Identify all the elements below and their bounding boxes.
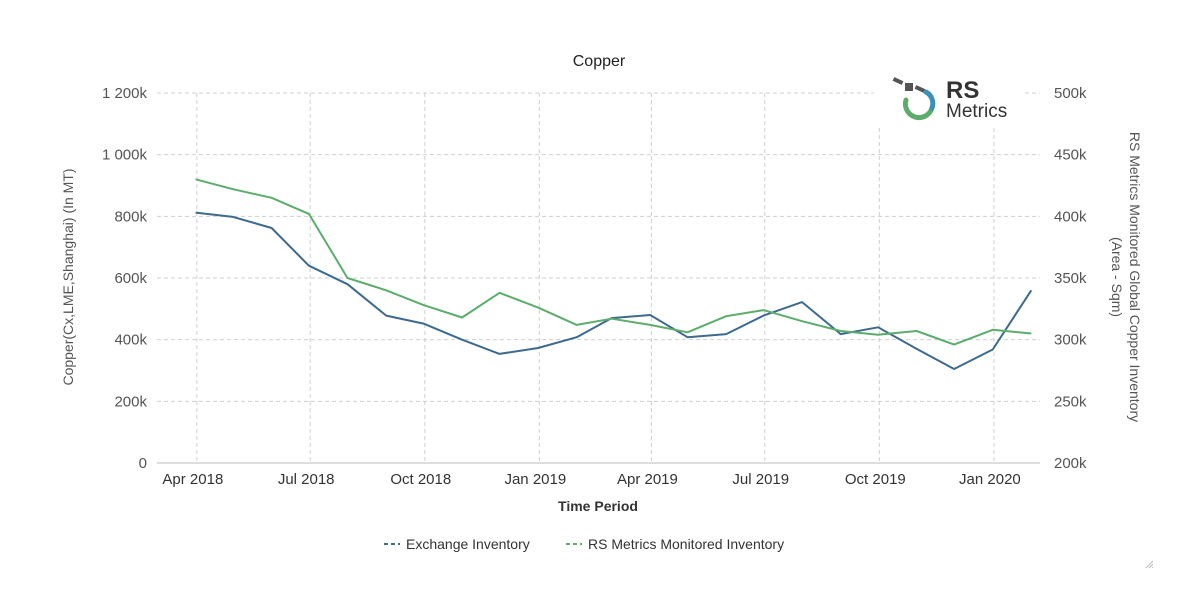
logo-metrics-text: Metrics: [946, 101, 1007, 122]
x-tick-label-7: Jan 2020: [959, 471, 1021, 488]
right-axis-ticks: 200k 250k 300k 350k 400k 450k 500k: [1054, 85, 1087, 472]
x-tick-label-4: Apr 2019: [617, 471, 678, 488]
x-tick-label-6: Oct 2019: [845, 471, 906, 488]
right-tick-label-4: 400k: [1054, 208, 1087, 225]
right-tick-label-0: 200k: [1054, 455, 1087, 472]
left-axis-label: Copper(Cx,LME,Shanghai) (In MT): [60, 168, 76, 385]
left-tick-label-1: 200k: [114, 393, 147, 410]
series-line-0: [195, 211, 1033, 370]
legend-item-exchange-inventory[interactable]: Exchange Inventory: [384, 536, 530, 552]
left-tick-label-2: 400k: [114, 332, 147, 349]
x-tick-label-5: Jul 2019: [732, 471, 789, 488]
satellite-icon: [892, 77, 926, 93]
legend: Exchange Inventory RS Metrics Monitored …: [384, 536, 784, 552]
right-tick-label-3: 350k: [1054, 270, 1087, 287]
right-tick-label-1: 250k: [1054, 393, 1087, 410]
series-lines: [195, 178, 1033, 370]
left-tick-label-3: 600k: [114, 270, 147, 287]
legend-label-exchange: Exchange Inventory: [406, 536, 530, 552]
right-axis-label-line2: (Area - Sqm): [1109, 237, 1125, 317]
left-tick-label-0: 0: [139, 455, 147, 472]
x-axis-ticks: Apr 2018 Jul 2018 Oct 2018 Jan 2019 Apr 2019…: [162, 471, 1020, 488]
left-tick-label-4: 800k: [114, 208, 147, 225]
left-tick-label-5: 1 000k: [102, 147, 148, 164]
resize-grip-icon[interactable]: [1144, 559, 1154, 569]
orbit-ring-icon: [902, 89, 936, 121]
right-tick-label-2: 300k: [1054, 332, 1087, 349]
left-axis-ticks: 0 200k 400k 600k 800k 1 000k 1 200k: [102, 85, 148, 472]
x-tick-label-3: Jan 2019: [504, 471, 566, 488]
x-tick-label-0: Apr 2018: [162, 471, 223, 488]
rs-metrics-logo: RS Metrics: [874, 74, 1024, 128]
right-axis-label-line1: RS Metrics Monitored Global Copper Inven…: [1127, 132, 1143, 422]
grid-lines: [157, 92, 1040, 464]
x-tick-label-2: Oct 2018: [390, 471, 451, 488]
legend-item-rs-metrics-inventory[interactable]: RS Metrics Monitored Inventory: [566, 536, 784, 552]
logo-rs-text: RS: [946, 77, 979, 104]
right-tick-label-5: 450k: [1054, 147, 1087, 164]
series-line-1: [195, 178, 1032, 346]
x-axis-label: Time Period: [558, 498, 638, 514]
right-tick-label-6: 500k: [1054, 85, 1087, 102]
left-tick-label-6: 1 200k: [102, 85, 148, 102]
x-tick-label-1: Jul 2018: [278, 471, 335, 488]
legend-label-rs-metrics: RS Metrics Monitored Inventory: [588, 536, 784, 552]
chart-title: Copper: [573, 53, 626, 70]
